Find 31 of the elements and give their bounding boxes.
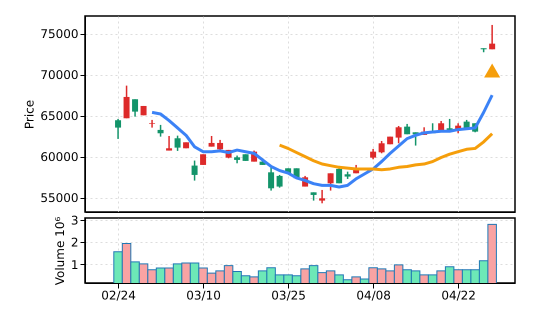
candlestick	[370, 148, 376, 160]
candlestick	[268, 166, 274, 192]
x-tick-label: 03/25	[271, 288, 306, 302]
candlestick	[276, 174, 283, 188]
candlestick	[192, 160, 198, 182]
y-tick-label: 75000	[40, 27, 78, 42]
candlestick	[124, 84, 130, 120]
candlestick	[489, 24, 496, 50]
candlestick	[158, 124, 164, 138]
y-tick-label: 55000	[40, 191, 78, 206]
y-axis-title: Price	[22, 100, 36, 130]
line-series	[278, 132, 494, 172]
x-tick-label: 04/08	[356, 288, 391, 302]
candlestick	[132, 98, 138, 118]
candlestick	[396, 125, 402, 144]
y-tick-label: 1	[70, 258, 78, 272]
y-axis-title: Volume 10⁶	[52, 216, 67, 286]
y-tick-label: 2	[70, 236, 78, 250]
line-series	[150, 94, 494, 188]
y-tick-label: 60000	[40, 150, 78, 164]
y-tick-label: 70000	[40, 68, 78, 82]
candlestick	[174, 134, 181, 152]
y-tick-label: 65000	[40, 109, 78, 124]
y-tick-label: 3	[70, 214, 78, 228]
x-tick-label: 03/10	[186, 288, 221, 302]
x-tick-label: 02/24	[101, 288, 136, 302]
candlestick	[404, 123, 410, 136]
candlestick	[378, 140, 385, 154]
x-tick-label: 04/22	[441, 288, 476, 302]
candlestick	[115, 118, 122, 140]
candlestick	[328, 172, 334, 192]
